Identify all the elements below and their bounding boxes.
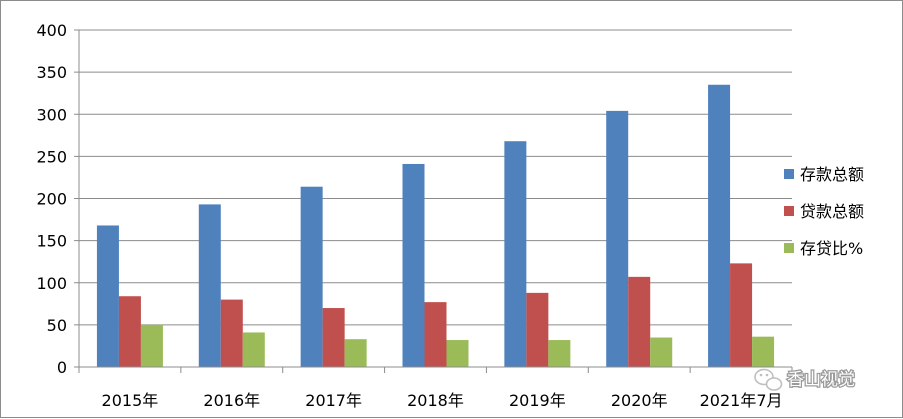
legend-label: 贷款总额 <box>800 202 864 221</box>
y-tick-label: 400 <box>36 21 67 40</box>
bar-ratio <box>752 336 775 367</box>
bars <box>96 84 775 367</box>
legend-label: 存贷比% <box>800 239 863 258</box>
bar-loan <box>730 263 753 367</box>
gridlines <box>78 29 792 367</box>
bar-ratio <box>446 340 469 367</box>
y-tick-label: 100 <box>36 274 67 293</box>
bar-deposit <box>300 186 323 367</box>
y-axis-ticks: 0 50 100 150 200 250 300 350 400 <box>36 21 79 377</box>
wechat-icon <box>754 368 783 391</box>
bar-loan <box>424 302 447 367</box>
bar-loan <box>526 292 549 367</box>
bar-loan <box>628 276 651 367</box>
y-tick-label: 200 <box>36 190 67 209</box>
bar-ratio <box>242 332 265 367</box>
y-tick-label: 150 <box>36 232 67 251</box>
bar-deposit <box>708 84 731 367</box>
bar-ratio <box>344 339 367 367</box>
x-tick-label: 2016年 <box>203 391 260 410</box>
y-tick-label: 350 <box>36 63 67 82</box>
y-tick-label: 0 <box>57 358 67 377</box>
watermark: 香山视觉 <box>754 368 856 391</box>
bar-ratio <box>548 340 571 367</box>
y-tick-label: 50 <box>47 316 67 335</box>
legend-swatch <box>784 243 794 253</box>
legend-swatch <box>784 206 794 216</box>
y-tick-label: 250 <box>36 147 67 166</box>
x-axis <box>78 366 793 373</box>
x-tick-label: 2020年 <box>611 391 668 410</box>
watermark-text: 香山视觉 <box>787 370 855 390</box>
legend-swatch <box>784 169 794 179</box>
bar-deposit <box>504 141 527 367</box>
x-tick-label: 2015年 <box>102 391 159 410</box>
x-tick-label: 2017年 <box>305 391 362 410</box>
bar-deposit <box>402 163 425 367</box>
bar-deposit <box>96 225 119 367</box>
bar-loan <box>220 299 243 367</box>
bar-loan <box>322 308 345 367</box>
bar-loan <box>118 296 141 367</box>
bar-ratio <box>650 337 673 367</box>
bar-deposit <box>606 110 629 367</box>
x-tick-label: 2021年7月 <box>700 391 783 410</box>
bar-deposit <box>198 204 221 367</box>
legend-label: 存款总额 <box>800 165 864 184</box>
x-axis-ticks: 2015年 2016年 2017年 2018年 2019年 2020年 2021年7月 <box>102 391 783 410</box>
x-tick-label: 2018年 <box>407 391 464 410</box>
bar-ratio <box>140 324 163 367</box>
x-tick-label: 2019年 <box>509 391 566 410</box>
y-tick-label: 300 <box>36 105 67 124</box>
